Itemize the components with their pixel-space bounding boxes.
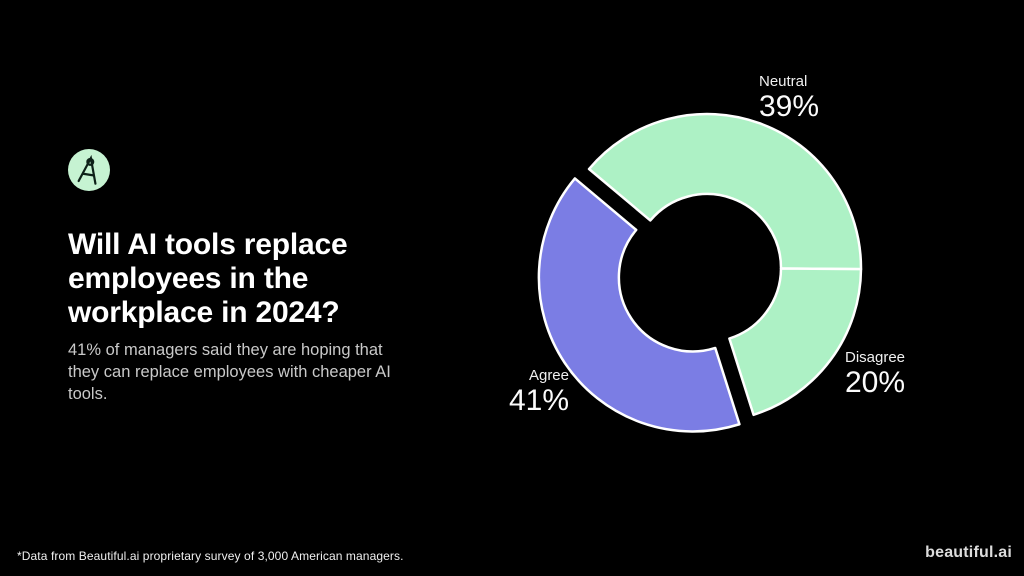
slice-value: 39% xyxy=(759,90,820,123)
slice-value: 41% xyxy=(508,384,569,417)
donut-slice-neutral xyxy=(587,112,863,271)
compass-a-icon xyxy=(77,154,97,185)
subtitle-line: they can replace employees with cheaper … xyxy=(68,362,391,381)
footnote: *Data from Beautiful.ai proprietary surv… xyxy=(17,549,404,563)
subtitle-line: 41% of managers said they are hoping tha… xyxy=(68,340,383,359)
slice-label: Agree xyxy=(528,367,569,384)
subtitle-line: tools. xyxy=(68,384,108,403)
title-line: Will AI tools replace xyxy=(68,228,348,262)
title-line: workplace in 2024? xyxy=(68,296,340,330)
slice-value: 20% xyxy=(845,366,906,399)
chart-label-neutral: Neutral 39% xyxy=(759,73,819,123)
chart-label-agree: Agree 41% xyxy=(509,367,569,417)
slice-label: Neutral xyxy=(759,73,808,90)
brand-wordmark: beautiful.ai xyxy=(925,544,1012,561)
brand-logo-badge xyxy=(68,149,110,191)
slice-label: Disagree xyxy=(845,349,906,366)
slide-subtitle: 41% of managers said they are hoping tha… xyxy=(68,339,408,405)
chart-label-disagree: Disagree 20% xyxy=(845,349,905,399)
title-line: employees in the xyxy=(68,262,309,296)
donut-slice-disagree xyxy=(728,267,863,417)
donut-slice-agree xyxy=(537,177,741,433)
slide-title: Will AI tools replace employees in the w… xyxy=(68,228,408,330)
